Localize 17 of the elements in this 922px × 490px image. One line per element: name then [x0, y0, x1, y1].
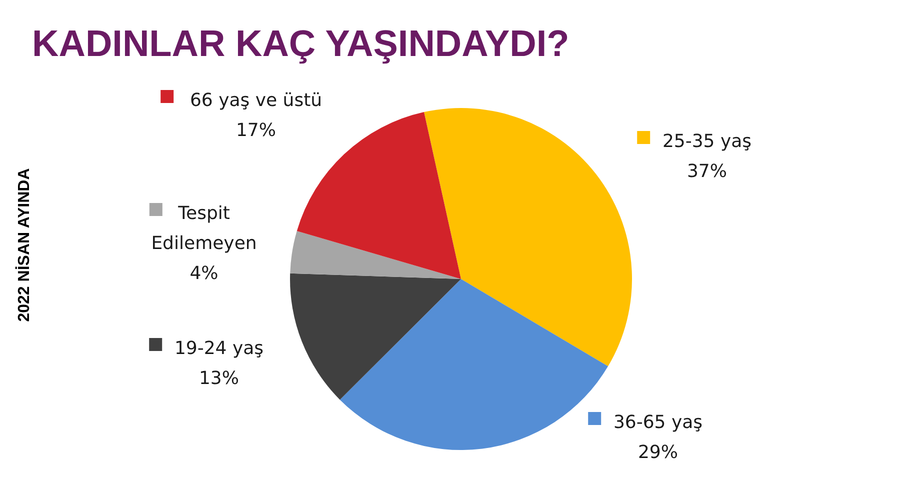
text: 2022 NİSAN AYINDA [15, 168, 33, 322]
pie-slice [424, 108, 632, 366]
legend-label: 36-65 yaş [613, 412, 703, 433]
data-label: 13% [198, 368, 240, 389]
data-label: 4% [190, 263, 218, 284]
data-label: 29% [638, 442, 678, 463]
legend-label: 66 yaş ve üstü [190, 90, 322, 111]
legend-label: 19-24 yaş [174, 338, 264, 359]
data-label: 17% [236, 120, 276, 141]
chart-title: KADINLAR KAÇ YAŞINDAYDI? [32, 23, 570, 64]
legend-label: 25-35 yaş [662, 131, 752, 152]
legend-label: Tespit Edilemeyen [151, 203, 257, 254]
pie-slice [290, 273, 461, 400]
pie-slice [340, 279, 608, 450]
pie-slice [290, 231, 461, 279]
data-label: 37% [686, 161, 728, 182]
pie-slice [296, 112, 461, 279]
